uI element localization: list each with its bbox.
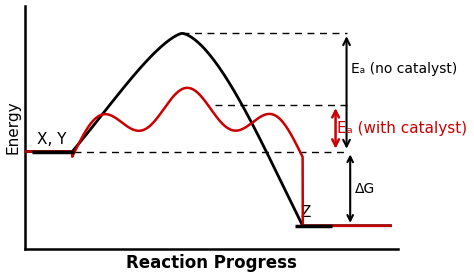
Text: X, Y: X, Y — [37, 132, 67, 147]
X-axis label: Reaction Progress: Reaction Progress — [126, 254, 297, 272]
Text: Eₐ (no catalyst): Eₐ (no catalyst) — [351, 62, 457, 76]
Text: Z: Z — [301, 205, 311, 220]
Text: ΔG: ΔG — [355, 182, 375, 196]
Y-axis label: Energy: Energy — [6, 100, 20, 154]
Text: Eₐ (with catalyst): Eₐ (with catalyst) — [337, 121, 467, 136]
